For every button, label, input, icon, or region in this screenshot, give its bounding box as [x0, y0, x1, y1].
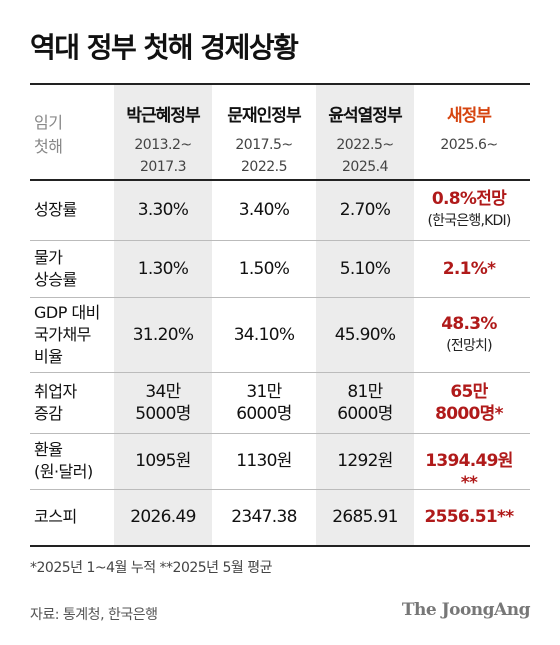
row-divider [30, 433, 530, 434]
period-label: 임기 첫해 [34, 113, 63, 156]
row-divider [30, 240, 530, 241]
cell-value: 2556.51** [424, 507, 515, 527]
table-header: 임기 첫해 박근혜정부 2013.2~ 2017.3 문재인정부 2017.5~… [30, 85, 530, 179]
cell-value: 2026.49 [130, 507, 196, 527]
cell-value: 2.70% [339, 200, 391, 220]
top-rule [30, 83, 530, 85]
table-cell: 34.10% [215, 324, 313, 346]
column-header-new: 새정부 2025.6~ [420, 85, 518, 156]
table-cell: 3.40% [215, 199, 313, 221]
cell-value: 34만 5000명 [135, 382, 191, 424]
cell-value: 45.90% [334, 325, 396, 345]
row-employment: 취업자 증감 34만 5000명 31만 6000명 81만 6000명 65만 800… [30, 372, 530, 433]
row-growth: 성장률 3.30% 3.40% 2.70% 0.8%전망 (한국은행,KDI) [30, 179, 530, 240]
government-name: 윤석열정부 [328, 106, 402, 126]
government-period: 2022.5~ 2025.4 [336, 137, 394, 175]
cell-value: 2.1%* [442, 259, 496, 279]
cell-value: 65만 8000명* [435, 382, 503, 424]
bottom-rule [30, 545, 530, 547]
cell-note: (한국은행,KDI) [427, 213, 512, 229]
cell-value: 1.50% [238, 259, 290, 279]
table-cell: 45.90% [316, 324, 414, 346]
column-header-yoon: 윤석열정부 2022.5~ 2025.4 [316, 85, 414, 178]
cell-value: 1292원 [337, 451, 393, 471]
cell-note: (전망치) [446, 338, 492, 354]
cell-value: 31.20% [132, 325, 194, 345]
table-cell: 0.8%전망 (한국은행,KDI) [420, 188, 518, 232]
table-cell: 2685.91 [316, 506, 414, 528]
chart-title: 역대 정부 첫해 경제상황 [30, 31, 299, 64]
table-cell: 31.20% [114, 324, 212, 346]
column-header-moon: 문재인정부 2017.5~ 2022.5 [215, 85, 313, 178]
table-cell: 1292원 [316, 450, 414, 472]
row-divider [30, 372, 530, 373]
brand-logo: The JoongAng [401, 600, 531, 620]
table-cell: 65만 8000명* [420, 381, 518, 425]
government-period: 2013.2~ 2017.3 [134, 137, 192, 175]
table-cell: 1.30% [114, 258, 212, 280]
row-label: 코스피 [34, 507, 77, 526]
cell-value: 34.10% [233, 325, 295, 345]
row-inflation: 물가 상승률 1.30% 1.50% 5.10% 2.1%* [30, 240, 530, 297]
row-label: 취업자 증감 [34, 382, 77, 423]
table-cell: 1130원 [215, 450, 313, 472]
shaded-column-park [114, 85, 212, 545]
cell-value: 5.10% [339, 259, 391, 279]
table-cell: 5.10% [316, 258, 414, 280]
footnote: *2025년 1~4월 누적 **2025년 5월 평균 [30, 560, 273, 576]
cell-value: 48.3% [441, 314, 497, 334]
government-name: 새정부 [447, 106, 492, 126]
source-credit: 자료: 통계청, 한국은행 [30, 607, 158, 623]
row-label: 환율 (원·달러) [34, 440, 93, 481]
cell-value: 3.30% [137, 200, 189, 220]
table-cell: 48.3% (전망치) [420, 313, 518, 357]
table-cell: 81만 6000명 [316, 381, 414, 425]
row-label: GDP 대비 국가채무 비율 [34, 303, 100, 366]
government-period: 2017.5~ 2022.5 [235, 137, 293, 175]
row-label: 성장률 [34, 200, 77, 219]
cell-value: 1394.49원** [425, 451, 513, 493]
shaded-column-yoon [316, 85, 414, 545]
table-cell: 2.70% [316, 199, 414, 221]
row-exchange: 환율 (원·달러) 1095원 1130원 1292원 1394.49원** [30, 433, 530, 493]
table-cell: 1394.49원** [420, 450, 518, 494]
row-divider [30, 297, 530, 298]
row-label: 물가 상승률 [34, 248, 77, 289]
cell-value: 1095원 [135, 451, 191, 471]
cell-value: 3.40% [238, 200, 290, 220]
cell-value: 2685.91 [332, 507, 398, 527]
cell-value: 31만 6000명 [236, 382, 292, 424]
column-header-park: 박근혜정부 2013.2~ 2017.3 [114, 85, 212, 178]
cell-value: 2347.38 [231, 507, 297, 527]
table-cell: 31만 6000명 [215, 381, 313, 425]
government-name: 박근혜정부 [126, 106, 200, 126]
table-cell: 2556.51** [420, 506, 518, 528]
row-divider [30, 489, 530, 490]
cell-value: 1.30% [137, 259, 189, 279]
table-cell: 3.30% [114, 199, 212, 221]
row-debt: GDP 대비 국가채무 비율 31.20% 34.10% 45.90% 48.3% (전망… [30, 297, 530, 372]
cell-value: 81만 6000명 [337, 382, 393, 424]
table-cell: 2.1%* [420, 258, 518, 280]
table-cell: 2026.49 [114, 506, 212, 528]
cell-value: 1130원 [236, 451, 292, 471]
table-cell: 34만 5000명 [114, 381, 212, 425]
table-cell: 1095원 [114, 450, 212, 472]
row-kospi: 코스피 2026.49 2347.38 2685.91 2556.51** [30, 489, 530, 545]
table-cell: 2347.38 [215, 506, 313, 528]
government-period: 2025.6~ [440, 137, 498, 153]
row-divider [30, 179, 530, 181]
table-cell: 1.50% [215, 258, 313, 280]
government-name: 문재인정부 [227, 106, 301, 126]
cell-value: 0.8%전망 [431, 189, 507, 209]
